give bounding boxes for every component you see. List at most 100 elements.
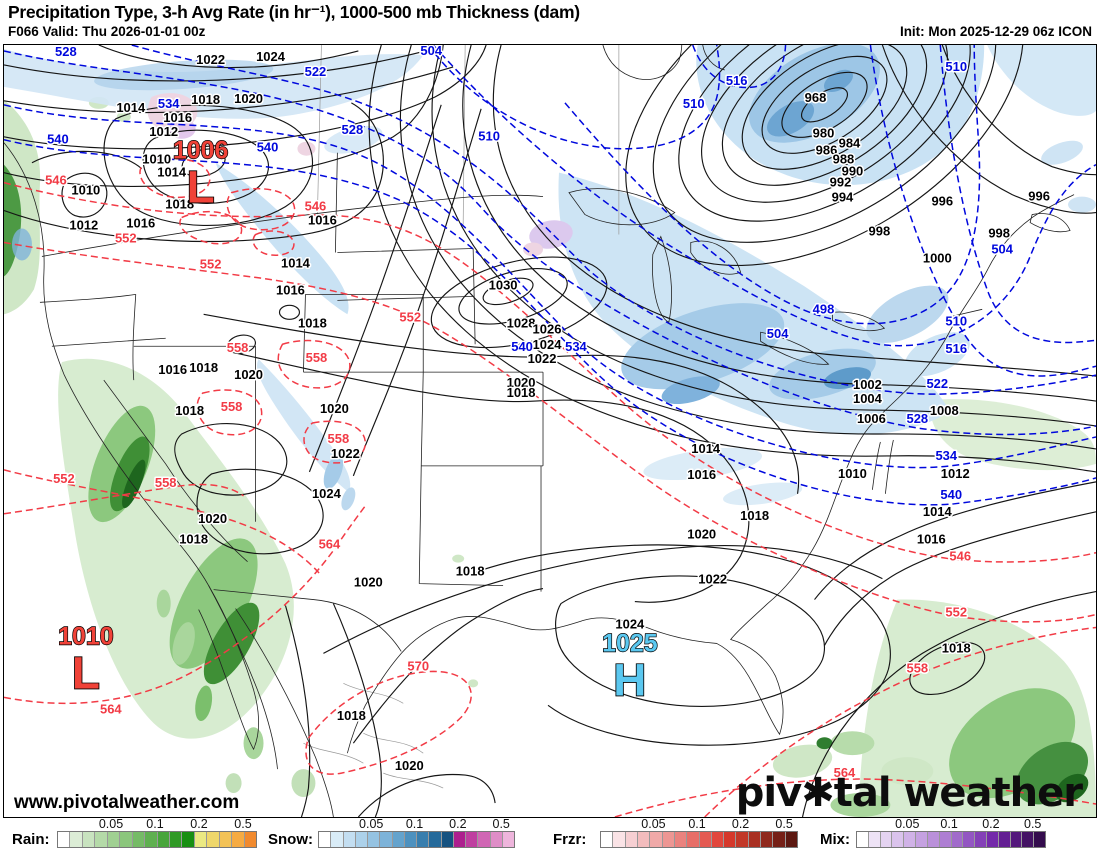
map-shape [869, 45, 1096, 377]
map-shape [801, 591, 1096, 817]
map-shape [103, 104, 314, 226]
map-shape [866, 285, 949, 343]
legend-color-cell [380, 832, 393, 847]
isobar-label: 1020 [198, 511, 227, 526]
pressure-center-value: 1006 [173, 137, 229, 165]
map-shape [1068, 196, 1096, 213]
legend-color-cell [951, 832, 964, 847]
legend-ticks: 0.05 0.1 0.2 0.5 [600, 817, 798, 831]
thickness-label-warm: 558 [907, 660, 929, 675]
legend-color-cell [724, 832, 737, 847]
map-shape [4, 483, 244, 515]
isobar-label: 1022 [196, 52, 225, 67]
map-shape [226, 187, 296, 231]
map-shape [4, 469, 322, 577]
map-shape [297, 141, 316, 156]
map-shape [761, 55, 888, 154]
legend-ticks: 0.05 0.1 0.2 0.5 [856, 817, 1046, 831]
thickness-label-warm: 564 [834, 765, 856, 780]
pressure-center-letter: L [187, 161, 215, 213]
isobar-label: 1030 [489, 277, 518, 292]
isobar-label: 1018 [942, 640, 971, 655]
map-shape [723, 482, 803, 506]
legend-color-cell [58, 832, 71, 847]
thickness-label-cold: 510 [683, 96, 705, 111]
map-shape [324, 125, 383, 154]
legend-color-cell [70, 832, 83, 847]
legend-color-cell [892, 832, 905, 847]
map-shape [352, 588, 544, 744]
legend-color-cell [880, 832, 893, 847]
isobar-label: 1016 [158, 362, 187, 377]
legend-color-cell [95, 832, 108, 847]
map-shape [346, 268, 989, 754]
map-shape [772, 744, 833, 778]
legend-color-cell [219, 832, 233, 847]
isobar-label: 1016 [126, 216, 155, 231]
isobar-label: 1018 [740, 508, 769, 523]
legend-scale: 0.05 0.1 0.2 0.5 [856, 817, 1046, 850]
legend-tick-value: 0.5 [234, 817, 252, 831]
legend-color-cell [637, 832, 651, 847]
map-shape [678, 45, 971, 222]
legend-tick-value: 0.05 [359, 817, 384, 831]
legend-color-cell [404, 832, 417, 847]
map-shape [11, 228, 32, 261]
map-shape [305, 670, 472, 775]
thickness-label-cold: 528 [907, 411, 929, 426]
isobar-label: 1012 [69, 218, 98, 233]
map-shape [4, 66, 454, 114]
map-shape [109, 436, 150, 512]
thickness-label-warm: 558 [328, 431, 350, 446]
isobar-label: 996 [931, 194, 953, 209]
map-shape [468, 679, 479, 688]
legend-tick-value: 0.5 [1023, 817, 1042, 831]
map-shape [227, 334, 256, 354]
map-shape [909, 641, 986, 696]
legend-color-cell [132, 832, 146, 847]
pivotal-weather-logo: piv✱tal weather [736, 770, 1083, 816]
isobar-label: 1020 [395, 758, 424, 773]
isobar-label: 1008 [930, 403, 959, 418]
map-shape [291, 769, 316, 798]
logo-text-right: tal weather [833, 770, 1083, 816]
star-icon: ✱ [801, 770, 835, 816]
legend-tick-value: 0.2 [449, 817, 467, 831]
legend-color-cell [687, 832, 700, 847]
thickness-label-warm: 552 [200, 256, 222, 271]
isobar-label: 1016 [917, 532, 946, 547]
legend-tick-value: 0.5 [775, 817, 793, 831]
legend-color-cell [975, 832, 987, 847]
legend-tick-value: 0.05 [98, 817, 124, 831]
legend-scale: 0.05 0.1 0.2 0.5 [600, 817, 798, 850]
map-shape [1041, 140, 1083, 165]
thickness-label-cold: 534 [935, 448, 957, 463]
legend-ticks: 0.05 0.1 0.2 0.5 [318, 817, 515, 831]
thickness-label-cold: 516 [726, 73, 748, 88]
map-shape [213, 589, 402, 652]
isobar-label: 1018 [179, 532, 208, 547]
isobar-label: 1014 [923, 504, 953, 519]
map-shape [614, 778, 1096, 817]
map-shape [482, 277, 534, 306]
precip-rate-legend: Rain: 0.05 0.1 0.2 0.5 Snow: 0.05 0.1 0.2 0.5 Frzr… [0, 817, 1100, 850]
isobar-label: 998 [988, 226, 1010, 241]
thickness-label-warm: 546 [45, 173, 67, 188]
pressure-center-letter: L [72, 646, 100, 698]
isobar-label: 1016 [276, 282, 305, 297]
thickness-label-warm: 558 [221, 399, 243, 414]
isobar-label: 1000 [923, 250, 952, 265]
map-shape [4, 102, 384, 242]
isobar-label: 1012 [941, 466, 970, 481]
map-shape [704, 626, 1096, 817]
map-shape [952, 194, 1075, 317]
legend-color-cell [169, 832, 183, 847]
map-shape [167, 118, 196, 139]
valid-time-label: F066 Valid: Thu 2026-01-01 00z [8, 24, 206, 39]
legend-tick-value: 0.1 [405, 817, 424, 831]
map-shape [4, 45, 487, 150]
legend-label-snow: Snow: [268, 831, 313, 848]
legend-color-cell [1034, 832, 1045, 847]
